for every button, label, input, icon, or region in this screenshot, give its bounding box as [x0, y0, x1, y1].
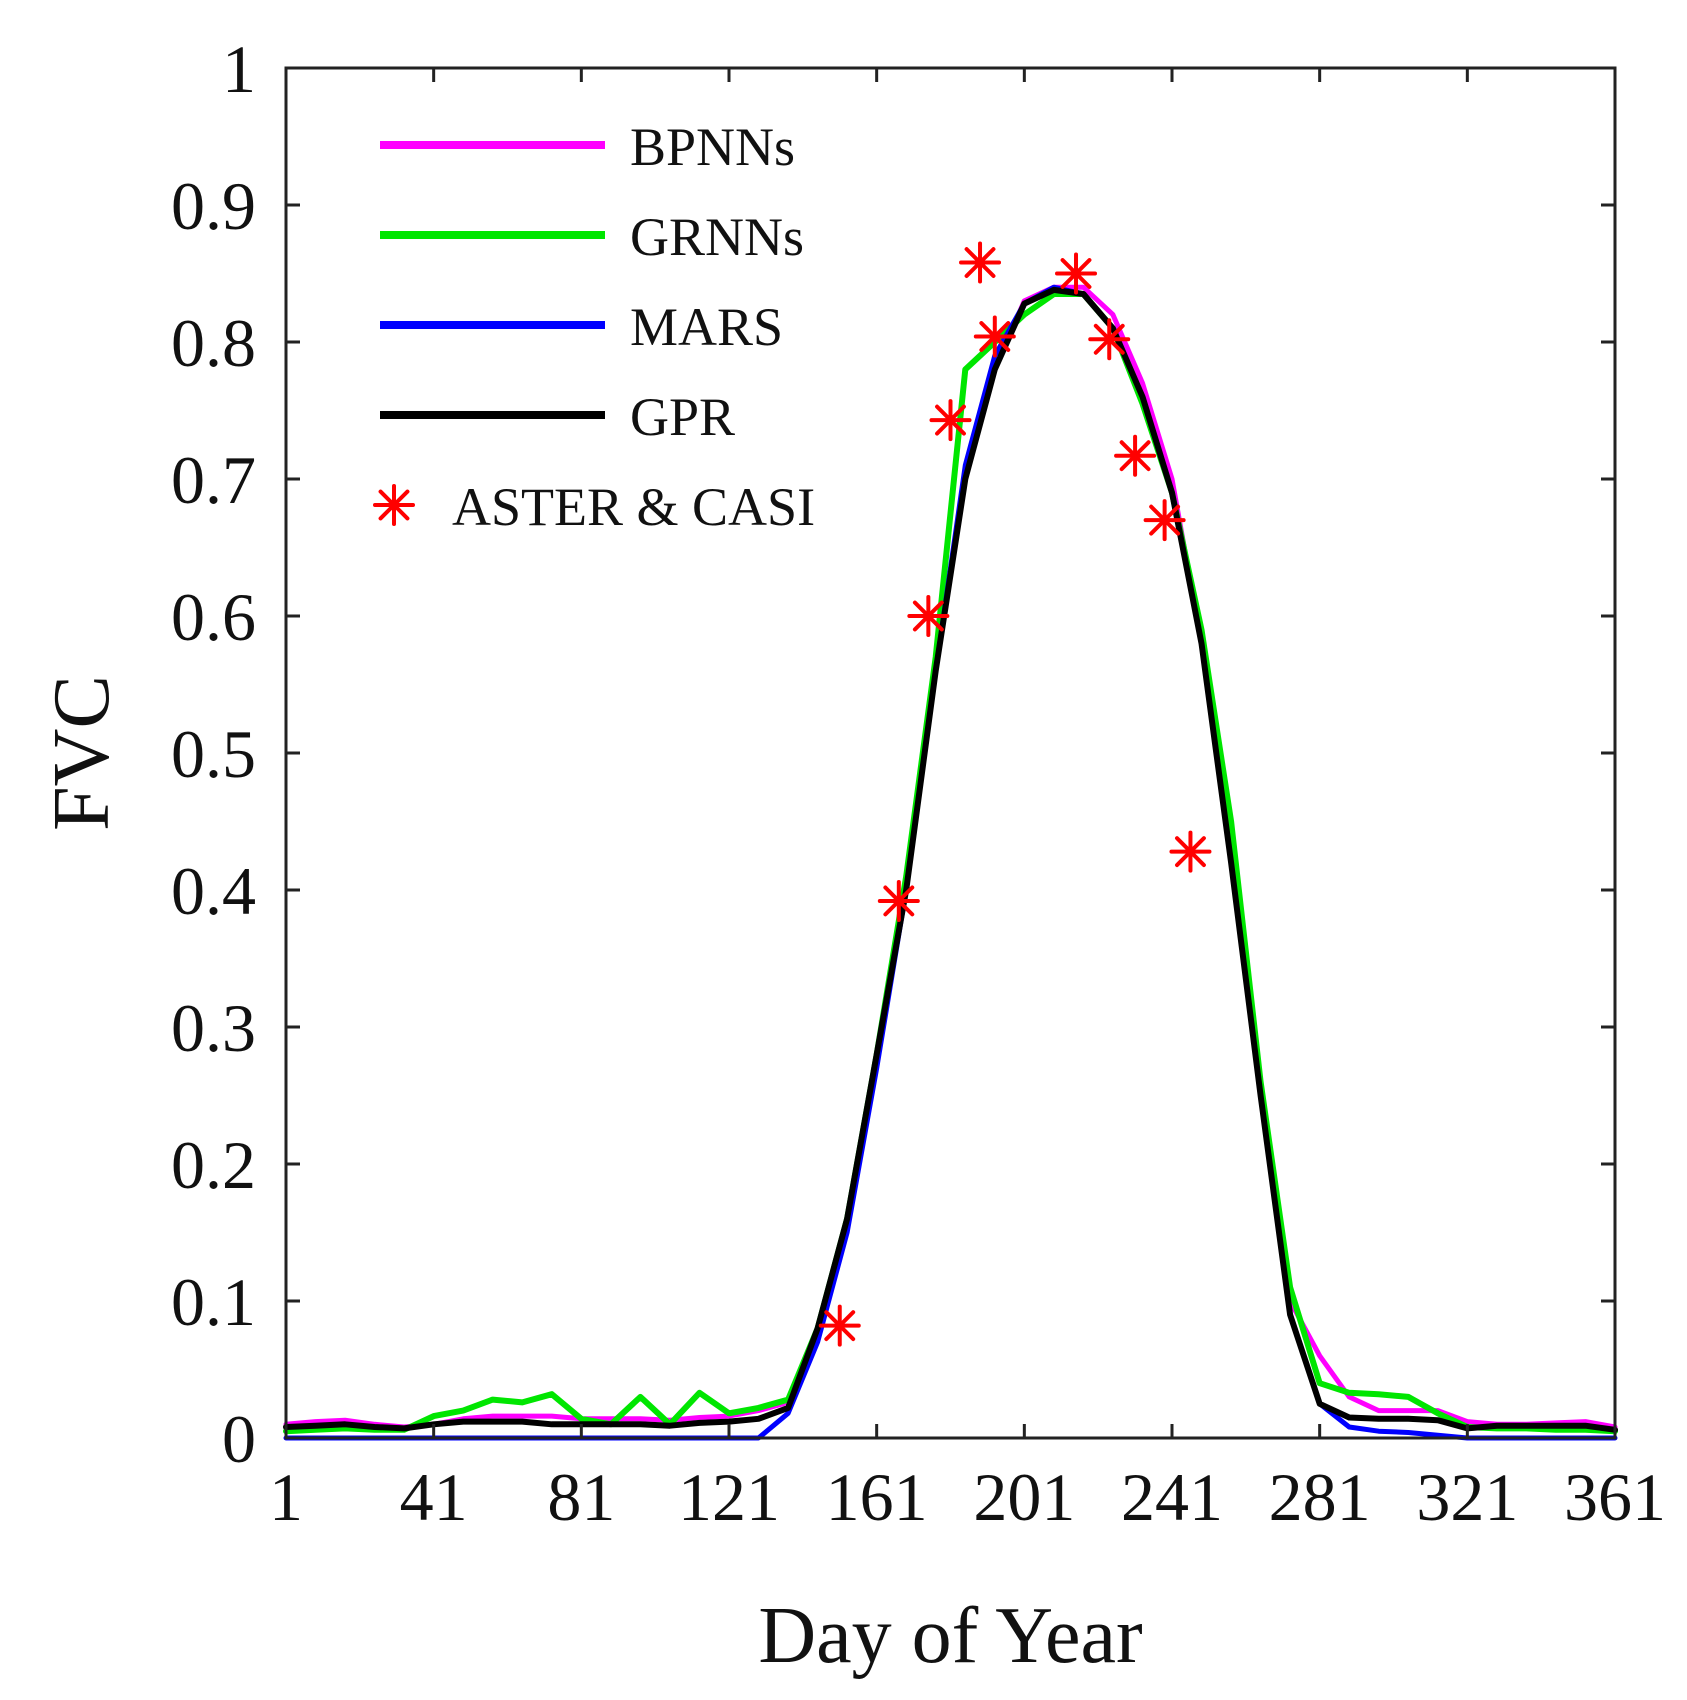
x-tick-label: 81 — [547, 1459, 615, 1535]
marker-layer — [818, 241, 1212, 1347]
asterisk-stroke — [1175, 836, 1206, 868]
asterisk-stroke — [979, 321, 1011, 352]
asterisk-stroke — [824, 1310, 856, 1342]
y-tick-label: 1 — [222, 31, 256, 107]
data-point-aster-and-casi — [1114, 434, 1157, 477]
legend-item-aster-and-casi: ASTER & CASI — [373, 477, 815, 537]
legend: BPNNs GRNNs MARS GPR ASTER & CASI — [373, 117, 815, 537]
y-tick-label: 0.9 — [171, 168, 256, 244]
asterisk-stroke — [1093, 323, 1125, 355]
y-tick-label: 0.8 — [171, 305, 256, 381]
legend-item-bpnns: BPNNs — [380, 117, 795, 177]
x-tick-label: 201 — [973, 1459, 1075, 1535]
x-tick-label: 321 — [1416, 1459, 1518, 1535]
asterisk-stroke — [378, 489, 410, 521]
data-point-aster-and-casi — [1088, 318, 1131, 361]
legend-item-mars: MARS — [380, 297, 783, 357]
y-axis-title: FVC — [38, 675, 126, 831]
legend-label: BPNNs — [630, 117, 795, 177]
x-tick-label: 1 — [269, 1459, 303, 1535]
legend-item-grnns: GRNNs — [380, 207, 804, 267]
x-tick-label: 41 — [400, 1459, 468, 1535]
asterisk-stroke — [1060, 258, 1092, 289]
y-tick-label: 0.6 — [171, 579, 256, 655]
legend-label: ASTER & CASI — [452, 477, 815, 537]
legend-label: MARS — [630, 297, 783, 357]
y-tick-label: 0 — [222, 1401, 256, 1477]
data-point-aster-and-casi — [1143, 499, 1186, 542]
legend-label: GRNNs — [630, 207, 804, 267]
y-tick-label: 0.3 — [171, 990, 256, 1066]
y-tick-label: 0.5 — [171, 716, 256, 792]
data-point-aster-and-casi — [959, 241, 1002, 284]
data-point-aster-and-casi — [973, 315, 1016, 358]
y-tick-label: 0.4 — [171, 853, 256, 929]
x-tick-label: 361 — [1564, 1459, 1666, 1535]
x-tick-label: 281 — [1269, 1459, 1371, 1535]
x-tick-label: 161 — [826, 1459, 928, 1535]
y-tick-label: 0.1 — [171, 1264, 256, 1340]
data-point-aster-and-casi — [929, 399, 972, 442]
asterisk-stroke — [1119, 440, 1151, 472]
data-point-aster-and-casi — [1169, 830, 1212, 873]
plot-frame — [284, 66, 1617, 1440]
legend-label: GPR — [630, 387, 735, 447]
asterisk-stroke — [1149, 504, 1181, 536]
asterisk-stroke — [964, 247, 996, 278]
x-axis-title: Day of Year — [758, 1592, 1142, 1680]
asterisk-stroke — [912, 600, 944, 632]
tick-layer: 1 41 81 121 161 201 241 281 321 361 0 0.1 0.2 0.3 0.4 0… — [171, 31, 1666, 1535]
x-tick-label: 121 — [678, 1459, 780, 1535]
y-tick-label: 0.2 — [171, 1127, 256, 1203]
legend-marker-aster-and-casi — [373, 484, 415, 526]
x-tick-label: 241 — [1121, 1459, 1223, 1535]
y-tick-label: 0.7 — [171, 442, 256, 518]
series-line-grnns — [283, 291, 1618, 1435]
data-point-aster-and-casi — [818, 1304, 861, 1347]
legend-item-gpr: GPR — [380, 387, 735, 447]
data-point-aster-and-casi — [877, 879, 920, 922]
asterisk-stroke — [883, 885, 915, 917]
series-line-gpr — [283, 286, 1618, 1433]
asterisk-stroke — [935, 404, 966, 436]
data-point-aster-and-casi — [1055, 252, 1098, 295]
data-point-aster-and-casi — [907, 595, 950, 637]
